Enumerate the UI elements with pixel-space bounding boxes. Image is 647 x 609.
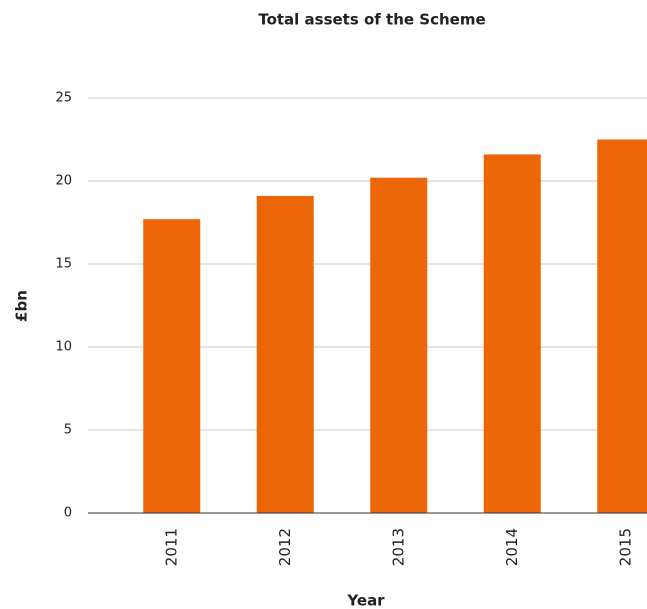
bar — [370, 177, 428, 513]
bar — [597, 139, 647, 513]
x-tick-label: 2013 — [389, 528, 407, 566]
y-tick-label: 25 — [55, 91, 72, 106]
x-tick-label: 2011 — [162, 528, 180, 566]
x-tick-label: 2015 — [616, 528, 634, 566]
y-tick-label: 5 — [64, 423, 72, 438]
bar — [256, 195, 314, 513]
y-tick-label: 10 — [55, 340, 72, 355]
y-tick-label: 20 — [55, 174, 72, 189]
x-tick-label: 2012 — [276, 528, 294, 566]
chart-title: Total assets of the Scheme — [258, 11, 485, 29]
y-tick-label: 0 — [64, 506, 72, 521]
bar — [483, 154, 541, 513]
x-tick-label: 2014 — [503, 528, 521, 566]
y-tick-label: 15 — [55, 257, 72, 272]
y-axis-label: £bn — [13, 290, 31, 322]
bar — [143, 219, 201, 513]
x-axis-label: Year — [346, 592, 385, 609]
